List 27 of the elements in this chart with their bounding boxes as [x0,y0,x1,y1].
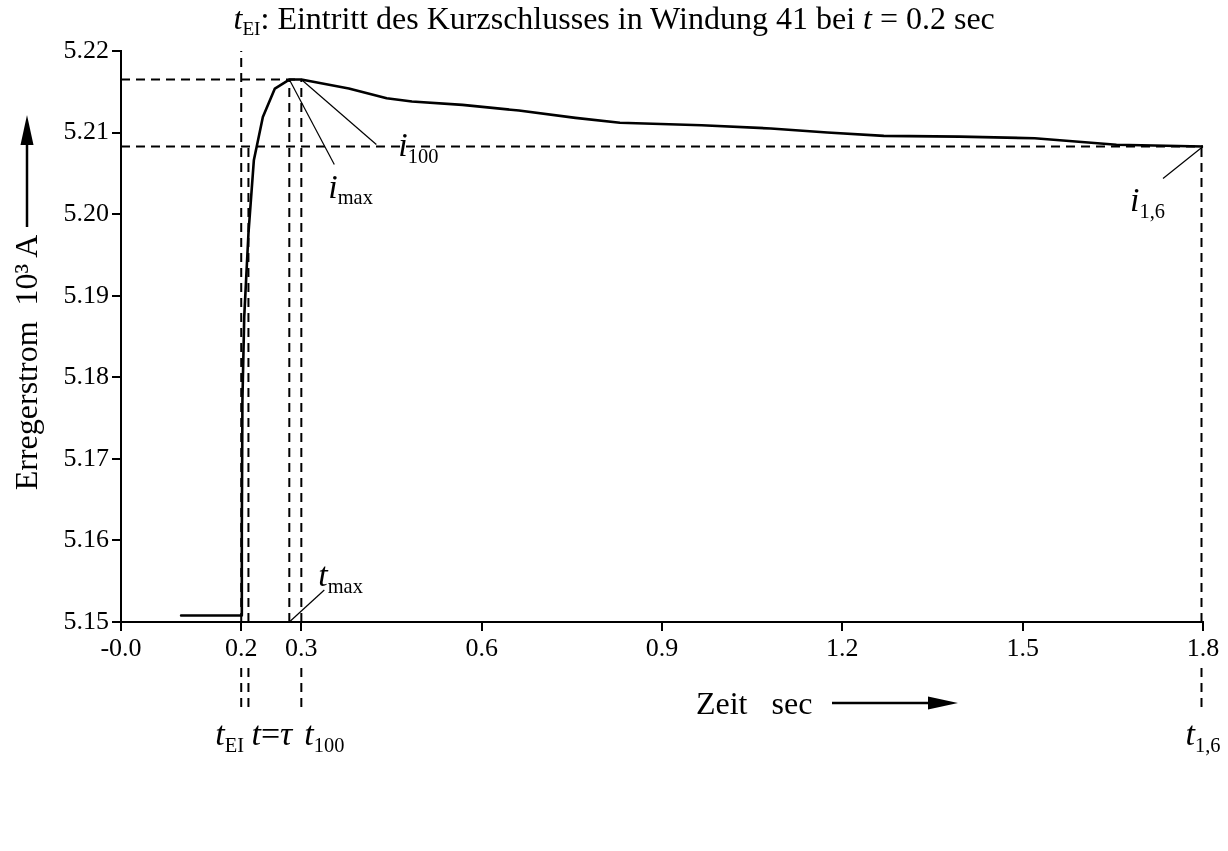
chart-title: t$_{EI}$: Eintritt des Kurzschlusses in Windung 41 bei t = 0.2 sec [233,0,995,40]
x-tick-label: 1.2 [826,633,859,663]
annotation: i$_{100}$ [398,126,439,167]
ref-line-label: t$_{1,6}$ [1185,715,1221,756]
annotation: i$_{max}$ [328,167,373,209]
x-tick-label: 0.3 [285,633,318,663]
ref-line-label: t$_{100}$ [304,715,345,756]
x-tick-label: 1.5 [1006,633,1039,663]
y-tick-label: 5.20 [63,197,109,227]
y-axis-title: Erregerstrom 10³ A [8,234,46,491]
x-tick-label: 0.9 [645,633,679,663]
x-tick-label: 0.6 [465,633,498,663]
ref-line-label: t$_{EI}$ [215,715,244,756]
annotation: i$_{1,6}$ [1130,181,1165,222]
ref-line-label: t$_{max}$ [318,556,363,597]
y-tick-label: 5.17 [63,442,109,472]
x-tick-label: 1.8 [1186,633,1220,663]
x-tick-label: -0.0 [100,633,142,663]
y-tick-label: 5.15 [63,605,109,635]
y-tick-label: 5.16 [63,524,109,554]
y-tick-label: 5.18 [63,361,109,391]
y-tick-label: 5.19 [63,279,109,309]
x-tick-label: 0.2 [224,633,258,663]
y-tick-label: 5.22 [63,34,109,64]
x-axis-title: Zeit sec [695,684,813,722]
ref-line-label: t=τ [251,714,293,754]
y-tick-label: 5.21 [63,116,109,146]
